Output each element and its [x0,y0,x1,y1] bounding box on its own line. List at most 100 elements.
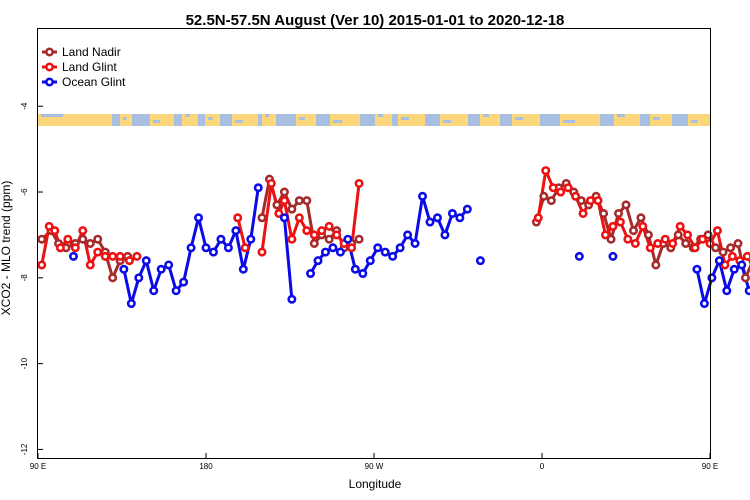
series-1-point-21 [294,213,304,223]
series-1-point-15 [240,243,250,253]
series-2-point-40 [440,230,450,240]
series-2-point-24 [320,247,330,257]
series-1-point-34 [563,183,573,193]
series-0-point-38 [621,200,631,210]
series-2-point-9 [179,277,189,287]
series-2-point-53 [737,260,747,270]
series-1-point-54 [712,226,722,236]
map-strip-inlet-0 [41,114,64,117]
series-1-point-8 [93,247,103,257]
series-1-point-30 [533,213,543,223]
map-strip-inlet-2 [153,120,161,123]
series-2-point-36 [410,239,420,249]
x-tick-label-1: 180 [199,462,213,471]
series-1-point-40 [608,221,618,231]
series-2-point-22 [306,269,316,279]
series-1-point-36 [578,208,588,218]
series-1-point-3 [55,243,65,253]
plot-lines [40,169,750,306]
series-2-point-47 [692,264,702,274]
series-1-point-17 [266,178,276,188]
series-2-point-35 [403,230,413,240]
series-0-point-35 [599,208,609,218]
y-axis: -4 -6 -8 -10 -12 [20,102,43,455]
series-0-point-54 [740,273,750,283]
map-strip-inlet-17 [691,120,698,123]
series-0-point-40 [636,213,646,223]
series-0-point-16 [287,204,297,214]
series-1-point-41 [615,217,625,227]
series-2-point-42 [455,213,465,223]
series-2-point-28 [350,264,360,274]
series-1-point-1 [44,221,54,231]
x-axis: 90 E 180 90 W 0 90 E [30,453,718,471]
series-0-point-27 [539,191,549,201]
plot-points [37,166,750,309]
series-2-point-39 [432,213,442,223]
series-1-point-2 [50,226,60,236]
series-1-point-7 [85,260,95,270]
legend-label-0: Land Nadir [62,45,121,59]
series-0-point-6 [85,239,95,249]
series-2-point-51 [722,286,732,296]
map-strip-inlet-4 [208,117,213,120]
y-tick-label-3: -10 [20,357,29,369]
series-0-point-14 [272,200,282,210]
series-1-point-56 [727,251,737,261]
series-1-point-23 [309,230,319,240]
map-strip-inlet-11 [443,120,452,123]
series-2-point-16 [231,226,241,236]
series-1-point-13 [132,251,142,261]
legend-marker-1 [44,62,54,72]
series-1-point-19 [279,196,289,206]
series-2-point-50 [714,256,724,266]
series-2-point-7 [164,260,174,270]
series-1-point-12 [124,256,134,266]
series-1-point-42 [623,234,633,244]
series-1-point-26 [332,230,342,240]
series-2-point-33 [388,251,398,261]
series-2-point-52 [729,264,739,274]
series-2-point-48 [699,299,709,309]
series-0-point-25 [354,234,364,244]
map-strip-inlet-10 [401,117,410,120]
plot-frame [37,28,711,459]
x-axis-label: Longitude [349,477,402,491]
series-1-point-31 [541,166,551,176]
series-1-point-5 [70,243,80,253]
series-1-point-35 [571,191,581,201]
series-2-point-45 [574,251,584,261]
x-tick-label-3: 0 [540,462,545,471]
series-1-point-28 [347,243,357,253]
map-strip-inlet-13 [515,117,524,120]
series-0-point-17 [294,196,304,206]
map-strip-inlet-7 [299,117,305,120]
series-2-point-5 [149,286,159,296]
series-2-point-38 [425,217,435,227]
series-1-point-37 [586,196,596,206]
series-2-point-20 [279,213,289,223]
series-2-point-26 [335,247,345,257]
series-1-point-10 [108,251,118,261]
map-strip-ocean [38,114,710,126]
legend-marker-0 [44,47,54,57]
map-strip-inlet-16 [653,117,660,120]
legend-label-2: Ocean Glint [62,75,126,89]
series-2-point-32 [380,247,390,257]
series-1-point-51 [690,243,700,253]
series-2-point-4 [141,256,151,266]
y-axis-label: XCO2 - MLO trend (ppm) [0,181,13,316]
series-1-point-11 [115,251,125,261]
series-0-point-21 [324,234,334,244]
y-tick-label-1: -6 [20,188,29,196]
series-1-point-6 [78,226,88,236]
series-2-point-41 [447,208,457,218]
series-2-point-3 [134,273,144,283]
series-0-point-50 [711,243,721,253]
series-2-point-8 [171,286,181,296]
series-2-point-10 [186,243,196,253]
series-2-point-44 [475,256,485,266]
series-0-point-41 [643,230,653,240]
series-1-point-44 [638,221,648,231]
